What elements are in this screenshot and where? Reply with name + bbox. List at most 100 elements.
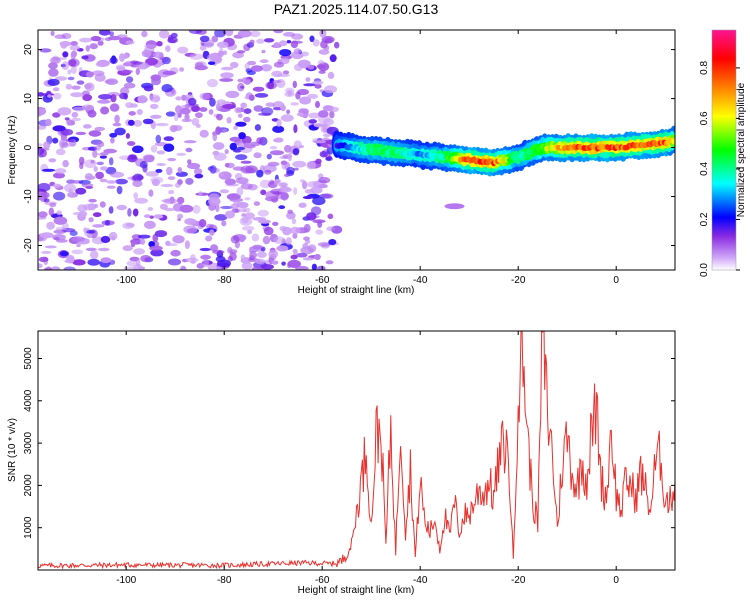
spectrogram-y-tick-label: -20: [23, 238, 34, 253]
snr-y-ticks: 1000 2000 3000 4000 5000: [23, 347, 675, 539]
heatmap-noise-cell: [312, 180, 321, 188]
heatmap-noise-cell: [281, 261, 286, 266]
heatmap-noise-cell: [38, 92, 45, 97]
heatmap-noise-cell: [150, 249, 164, 257]
colorbar-tick-label: 0.0: [699, 263, 710, 277]
heatmap-noise-cell: [185, 147, 193, 153]
heatmap-noise-cell: [280, 187, 292, 193]
snr-frame: [37, 330, 676, 571]
heatmap-noise-cell: [312, 196, 326, 206]
heatmap-noise-cell: [153, 51, 163, 59]
heatmap-noise-cell: [280, 191, 289, 201]
heatmap-noise-cell: [83, 227, 88, 233]
heatmap-noise-cell: [108, 157, 114, 166]
heatmap-noise-cell: [237, 113, 243, 118]
heatmap-noise-cell: [85, 71, 94, 78]
heatmap-noise-cell: [253, 105, 264, 112]
heatmap-noise-cell: [282, 70, 290, 75]
heatmap-noise-cell: [199, 247, 211, 252]
heatmap-noise-cell: [205, 235, 213, 242]
heatmap-noise-cell: [293, 124, 298, 134]
heatmap-noise-cell: [274, 137, 284, 143]
heatmap-noise-cell: [252, 86, 265, 92]
heatmap-noise-cell: [127, 141, 136, 146]
heatmap-noise-cell: [55, 226, 67, 231]
snr-panel: -100 -80 -60 -40 -20 0 1000 2000 3000 4000 5000 H…: [7, 330, 676, 596]
heatmap-noise-cell: [318, 70, 326, 74]
heatmap-noise-cell: [187, 162, 201, 170]
heatmap-noise-cell: [54, 34, 67, 39]
heatmap-noise-cell: [213, 142, 225, 150]
heatmap-noise-cell: [225, 90, 240, 99]
heatmap-noise-cell: [165, 243, 178, 247]
heatmap-noise-cell: [156, 150, 166, 155]
heatmap-noise-cell: [108, 206, 114, 214]
heatmap-noise-cell: [307, 244, 317, 253]
heatmap-noise-cell: [241, 225, 255, 231]
heatmap-noise-cell: [279, 40, 288, 47]
heatmap-noise-cell: [210, 244, 219, 252]
heatmap-noise-cell: [123, 82, 136, 89]
heatmap-noise-cell: [312, 39, 320, 47]
heatmap-noise-cell: [215, 126, 222, 135]
heatmap-noise-cell: [116, 204, 128, 211]
heatmap-noise-cell: [126, 260, 138, 267]
heatmap-noise-cell: [295, 91, 301, 100]
heatmap-noise-cell: [242, 207, 251, 213]
spectrogram-y-tick-label: 0: [23, 144, 34, 150]
heatmap-noise-cell: [264, 169, 272, 175]
heatmap-noise-cell: [183, 140, 197, 144]
heatmap-noise-cell: [254, 124, 261, 131]
heatmap-noise-cell: [45, 118, 52, 127]
heatmap-noise-cell: [78, 156, 85, 166]
heatmap-noise-cell: [177, 167, 182, 174]
heatmap-noise-cell: [212, 132, 218, 142]
heatmap-noise-cell: [246, 70, 256, 76]
spectrogram-x-tick-label: -20: [511, 275, 526, 286]
heatmap-noise-cell: [258, 112, 272, 116]
heatmap-noise-cell: [67, 58, 80, 68]
heatmap-noise-cell: [70, 41, 78, 46]
heatmap-noise-cell: [99, 30, 111, 36]
heatmap-noise-cell: [214, 30, 227, 38]
heatmap-noise-cell: [230, 235, 240, 244]
heatmap-noise-cell: [159, 203, 168, 210]
heatmap-noise-cell: [325, 260, 334, 265]
heatmap-noise-cell: [313, 140, 326, 144]
heatmap-noise-cell: [67, 69, 72, 75]
heatmap-noise-cell: [109, 31, 114, 37]
heatmap-noise-cell: [314, 253, 321, 261]
heatmap-noise-cell: [278, 205, 286, 210]
colorbar-gradient: [712, 30, 736, 270]
heatmap-noise-cell: [53, 172, 65, 179]
heatmap-noise-cell: [240, 165, 254, 174]
heatmap-noise-cell: [61, 61, 69, 71]
snr-y-tick-label: 4000: [23, 389, 34, 412]
heatmap-noise-cell: [114, 127, 126, 136]
heatmap-noise-cell: [199, 92, 211, 100]
heatmap-noise-cell: [83, 124, 92, 129]
heatmap-noise-cell: [116, 66, 126, 71]
heatmap-noise-cell: [327, 71, 335, 80]
heatmap-noise-cell: [87, 110, 97, 118]
heatmap-noise-cell: [90, 159, 95, 164]
heatmap-noise-cell: [282, 226, 292, 236]
heatmap-noise-cell: [292, 232, 298, 239]
heatmap-noise-cell: [55, 148, 66, 156]
heatmap-noise-cell: [81, 104, 95, 111]
heatmap-noise-cell: [123, 266, 138, 270]
heatmap-noise-cell: [329, 110, 335, 119]
heatmap-noise-cell: [180, 107, 191, 115]
heatmap-noise-cell: [258, 219, 271, 224]
heatmap-noise-cell: [276, 118, 282, 127]
heatmap-noise-cell: [307, 93, 319, 99]
heatmap-noise-cell: [261, 49, 266, 54]
heatmap-noise-cell: [89, 250, 99, 260]
heatmap-noise-cell: [110, 94, 117, 103]
heatmap-noise-cell: [303, 223, 311, 233]
spectrogram-x-tick-label: 0: [613, 275, 619, 286]
heatmap-noise-cell: [312, 219, 326, 224]
heatmap-noise-cell: [65, 83, 73, 90]
heatmap-noise-cell: [161, 56, 171, 65]
